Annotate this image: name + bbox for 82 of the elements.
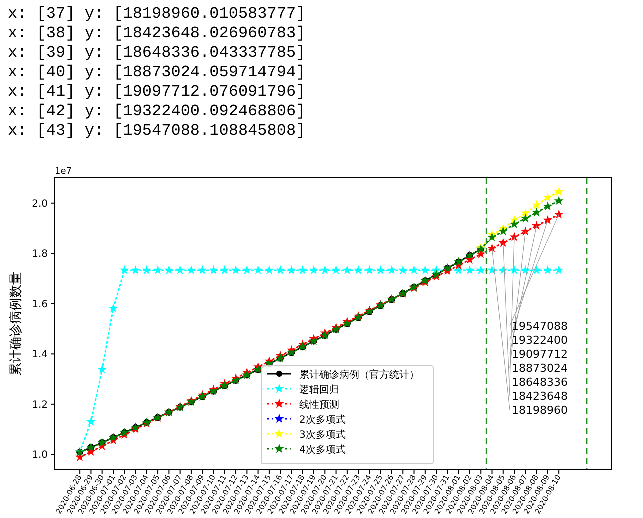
point: [342, 265, 352, 275]
point: [465, 265, 475, 275]
point: [554, 196, 564, 206]
y-tick-label: 1.4: [32, 350, 48, 361]
point: [309, 265, 319, 275]
point: [476, 265, 486, 275]
point: [98, 364, 108, 374]
point: [320, 265, 330, 275]
point: [554, 210, 564, 219]
legend-label: 线性预测: [300, 399, 340, 411]
point: [164, 265, 174, 275]
point: [543, 215, 553, 225]
legend-label: 3次多项式: [300, 429, 346, 441]
point: [498, 238, 508, 248]
point: [220, 265, 230, 275]
point: [254, 265, 264, 275]
text: x: [37] y: [18198960.010583777]: [8, 5, 306, 23]
text: x: [41] y: [19097712.076091796]: [8, 83, 306, 101]
text: x: [40] y: [18873024.059714794]: [8, 64, 306, 82]
text: x: [43] y: [19547088.108845808]: [8, 122, 306, 140]
text: x: [38] y: [18423648.026960783]: [8, 24, 306, 42]
point: [332, 265, 342, 275]
point: [520, 226, 530, 236]
annotation: 18873024: [512, 362, 568, 375]
text: x: [39] y: [18648336.043337785]: [8, 44, 306, 62]
point: [153, 265, 163, 275]
annotation: 19322400: [512, 334, 568, 347]
point: [108, 304, 118, 313]
point: [532, 221, 542, 230]
point: [420, 265, 430, 275]
point: [176, 265, 186, 275]
point: [520, 214, 530, 223]
y-tick-label: 1.8: [32, 249, 48, 260]
y-tick-label: 1.2: [32, 400, 48, 411]
legend-label: 4次多项式: [300, 444, 346, 456]
point: [543, 202, 553, 211]
point: [487, 265, 497, 275]
point: [264, 265, 274, 275]
point: [532, 200, 542, 210]
point: [208, 265, 218, 275]
legend-label: 累计确诊病例（官方统计）: [300, 369, 420, 381]
y-tick-label: 2.0: [32, 198, 48, 210]
point: [554, 187, 564, 196]
point: [86, 417, 96, 426]
annotation: 19547088: [512, 320, 568, 333]
annotation: 18423648: [512, 390, 568, 403]
annotation: 19097712: [512, 348, 568, 361]
point: [532, 265, 542, 275]
point: [376, 265, 386, 275]
point: [510, 219, 520, 229]
point: [242, 265, 252, 275]
point: [554, 265, 564, 275]
legend-label: 2次多项式: [300, 414, 346, 426]
point: [520, 208, 530, 218]
point: [532, 208, 542, 217]
annotation: 18648336: [512, 376, 568, 389]
point: [487, 232, 497, 242]
annotation: 18198960: [512, 404, 568, 417]
point: [120, 265, 130, 275]
point: [398, 265, 408, 275]
text: 1e7: [55, 167, 72, 177]
point: [543, 265, 553, 275]
point: [231, 265, 241, 275]
point: [410, 265, 420, 275]
point: [298, 265, 308, 275]
point: [186, 265, 196, 275]
y-tick-label: 1.0: [32, 450, 48, 462]
y-axis-title: 累计确诊病例数量: [9, 272, 24, 376]
text: x: [42] y: [19322400.092468806]: [8, 102, 306, 120]
point: [276, 265, 286, 275]
point: [354, 265, 364, 275]
point: [487, 244, 497, 253]
y-tick-label: 1.6: [32, 299, 48, 310]
point: [142, 265, 152, 275]
point: [364, 265, 374, 275]
point: [131, 265, 141, 275]
point: [286, 265, 296, 275]
point: [498, 226, 508, 236]
point: [543, 192, 553, 202]
legend-label: 逻辑回归: [300, 384, 340, 396]
point: [387, 265, 397, 275]
point: [198, 265, 208, 275]
